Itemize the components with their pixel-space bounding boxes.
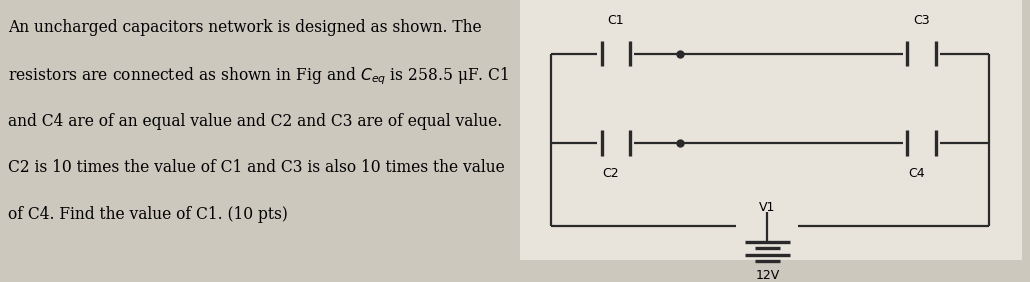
Text: C3: C3 <box>914 14 930 27</box>
Text: of C4. Find the value of C1. (10 pts): of C4. Find the value of C1. (10 pts) <box>8 206 288 223</box>
Text: C2: C2 <box>603 168 619 180</box>
Text: C4: C4 <box>908 168 925 180</box>
Text: C2 is 10 times the value of C1 and C3 is also 10 times the value: C2 is 10 times the value of C1 and C3 is… <box>8 159 505 177</box>
FancyBboxPatch shape <box>520 0 1022 260</box>
Text: and C4 are of an equal value and C2 and C3 are of equal value.: and C4 are of an equal value and C2 and … <box>8 113 503 129</box>
Text: V1: V1 <box>759 201 776 213</box>
Text: An uncharged capacitors network is designed as shown. The: An uncharged capacitors network is desig… <box>8 19 482 36</box>
Text: 12V: 12V <box>755 269 780 282</box>
Text: resistors are connected as shown in Fig and $C_{eq}$ is 258.5 μF. C1: resistors are connected as shown in Fig … <box>8 66 510 87</box>
Text: C1: C1 <box>608 14 624 27</box>
